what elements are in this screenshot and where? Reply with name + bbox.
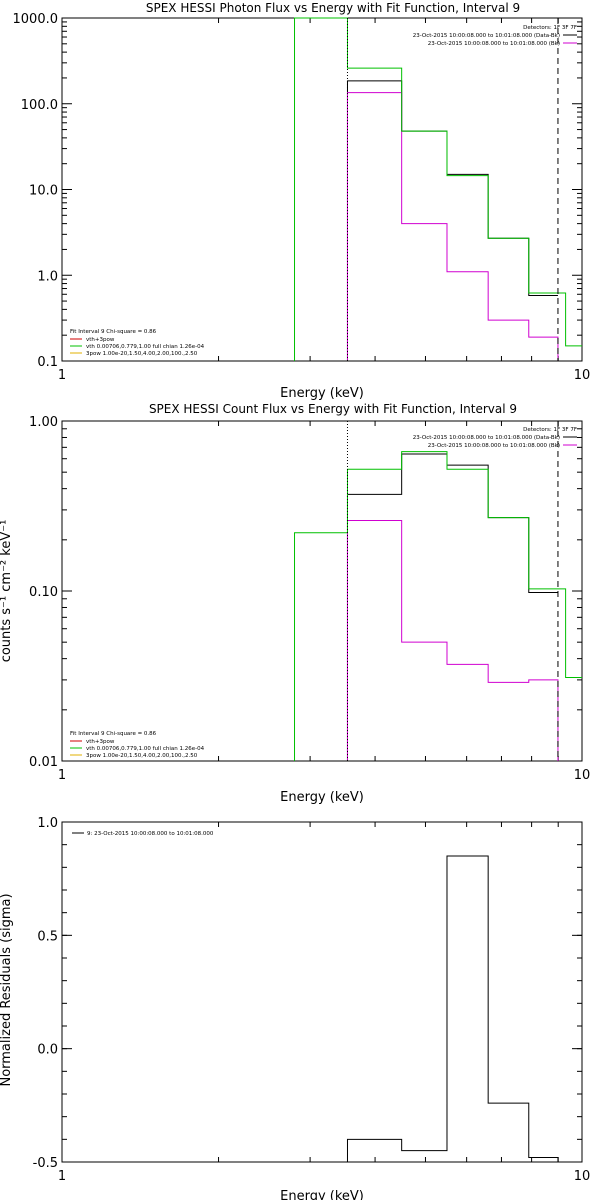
- xtick-label: 1: [58, 1169, 66, 1184]
- panel2-xlabel: Energy (keV): [280, 790, 364, 805]
- panel3-ylabel: Normalized Residuals (sigma): [0, 893, 14, 1086]
- ytick-label: 100.0: [21, 98, 58, 113]
- panel1-legend-detectors: Detectors: 1F 3F 7F: [523, 25, 577, 31]
- xtick-label: 10: [574, 368, 591, 383]
- xtick-label: 10: [574, 1169, 591, 1184]
- panel3-plot-frame: [61, 821, 583, 1163]
- panel1-plot-frame: [61, 17, 583, 362]
- panel1-legend-data-bk: 23-Oct-2015 10:00:08.000 to 10:01:08.000…: [413, 33, 560, 39]
- xtick-label: 1: [58, 768, 66, 783]
- panel2-legend-detectors: Detectors: 1F 3F 7F: [523, 427, 577, 433]
- panel2-fit-vth: vth 0.00706,0.779,1.00 full chian 1.26e-…: [86, 746, 205, 752]
- count-flux-panel: SPEX HESSI Count Flux vs Energy with Fit…: [0, 402, 590, 805]
- series-step-line: [294, 451, 582, 761]
- panel1-fit-3pow: 3pow 1.00e-20,1.50,4.00,2.00,100.,2.50: [86, 351, 198, 357]
- ytick-label: 0.5: [37, 929, 58, 944]
- panel2-vlines: [346, 421, 559, 761]
- series-step-line: [346, 855, 559, 1162]
- panel2-legend-bk: 23-Oct-2015 10:00:08.000 to 10:01:08.000…: [428, 443, 560, 449]
- series-step-line: [346, 80, 558, 361]
- ytick-label: 10.0: [29, 184, 58, 199]
- series-step-line: [346, 519, 559, 761]
- panel2-legend-bottom-left: Fit Interval 9 Chi-square = 0.86 vth+3po…: [70, 731, 205, 759]
- ytick-label: 0.1: [37, 355, 58, 370]
- panel2-ticks: 1.00 0.10 0.011 10: [29, 415, 590, 783]
- panel1-series: [294, 17, 582, 361]
- panel2-title: SPEX HESSI Count Flux vs Energy with Fit…: [149, 402, 517, 416]
- photon-flux-panel: SPEX HESSI Photon Flux vs Energy with Fi…: [13, 1, 591, 401]
- series-step-line: [346, 453, 558, 761]
- panel3-legend: 9: 23-Oct-2015 10:00:08.000 to 10:01:08.…: [72, 831, 214, 837]
- panel2-plot-frame: [61, 420, 583, 762]
- panel2-fit-3pow: 3pow 1.00e-20,1.50,4.00,2.00,100.,2.50: [86, 753, 198, 759]
- panel1-fit-model: vth+3pow: [86, 337, 115, 343]
- panel2-ylabel: counts s⁻¹ cm⁻² keV⁻¹: [0, 520, 14, 663]
- panel3-ticks: 1.0 0.5 0.0 -0.51 10: [33, 816, 591, 1184]
- panel2-legend-data-bk: 23-Oct-2015 10:00:08.000 to 10:01:08.000…: [413, 435, 560, 441]
- panel1-legend-top-right: Detectors: 1F 3F 7F 23-Oct-2015 10:00:08…: [413, 25, 577, 47]
- panel1-fit-info: Fit Interval 9 Chi-square = 0.86: [70, 329, 157, 335]
- residuals-panel: 1.0 0.5 0.0 -0.51 10 9: 23-Oct-2015 10:00:08…: [0, 816, 590, 1200]
- panel1-legend-bottom-left: Fit Interval 9 Chi-square = 0.86 vth+3po…: [70, 329, 205, 357]
- panel3-xlabel: Energy (keV): [280, 1189, 364, 1200]
- panel3-series: [346, 855, 559, 1162]
- ytick-label: 0.01: [29, 755, 58, 770]
- panel1-legend-bk: 23-Oct-2015 10:00:08.000 to 10:01:08.000…: [428, 41, 560, 47]
- panel1-vlines: [346, 18, 559, 361]
- ytick-label: -0.5: [33, 1156, 58, 1171]
- xtick-label: 1: [58, 368, 66, 383]
- ytick-label: 1000.0: [13, 12, 59, 27]
- ytick-label: 1.00: [29, 415, 58, 430]
- ytick-label: 1.0: [37, 269, 58, 284]
- panel1-fit-vth: vth 0.00706,0.779,1.00 full chian 1.26e-…: [86, 344, 205, 350]
- panel1-ticks: 1000.0 100.0 10.0 1.0 0.11 10: [13, 12, 591, 383]
- panel3-legend-interval: 9: 23-Oct-2015 10:00:08.000 to 10:01:08.…: [87, 831, 214, 837]
- xtick-label: 10: [574, 768, 591, 783]
- ytick-label: 1.0: [37, 816, 58, 831]
- panel2-legend-top-right: Detectors: 1F 3F 7F 23-Oct-2015 10:00:08…: [413, 427, 577, 449]
- ytick-label: 0.0: [37, 1043, 58, 1058]
- series-step-line: [346, 92, 559, 361]
- series-step-line: [294, 17, 582, 361]
- panel2-series: [294, 451, 582, 761]
- ytick-label: 0.10: [29, 585, 58, 600]
- panel2-fit-info: Fit Interval 9 Chi-square = 0.86: [70, 731, 157, 737]
- panel1-xlabel: Energy (keV): [280, 386, 364, 401]
- panel1-title: SPEX HESSI Photon Flux vs Energy with Fi…: [146, 1, 520, 15]
- panel2-fit-model: vth+3pow: [86, 739, 115, 745]
